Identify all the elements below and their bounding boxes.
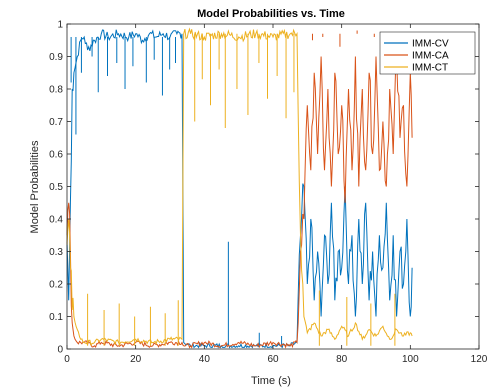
y-axis: 0 0.1 0.2 0.3 0.4 0.5 0.6 0.7 0.8 0.9 1 (49, 20, 479, 356)
legend-label-imm-cv: IMM-CV (412, 39, 449, 50)
y-tick-label: 0.2 (49, 280, 63, 291)
x-axis-label: Time (s) (251, 375, 291, 387)
series-line-imm-ct (66, 27, 413, 347)
series-line-imm-ca (66, 56, 413, 349)
x-tick-label: 40 (199, 354, 211, 365)
chart-title: Model Probabilities vs. Time (197, 8, 345, 20)
series-line-imm-cv (66, 29, 413, 349)
y-tick-label: 0.4 (49, 215, 63, 226)
y-tick-label: 0.7 (49, 117, 63, 128)
y-tick-label: 1 (57, 20, 63, 31)
y-tick-label: 0.3 (49, 247, 63, 258)
y-tick-label: 0.5 (49, 182, 63, 193)
x-tick-label: 80 (336, 354, 348, 365)
y-axis-label: Model Probabilities (29, 140, 41, 233)
legend-label-imm-ct: IMM-CT (412, 63, 448, 74)
x-tick-label: 120 (471, 354, 488, 365)
y-tick-label: 0 (57, 345, 63, 356)
x-tick-label: 100 (402, 354, 419, 365)
y-tick-label: 0.1 (49, 312, 63, 323)
plot-area (66, 27, 413, 349)
x-tick-label: 0 (64, 354, 70, 365)
x-tick-label: 20 (130, 354, 142, 365)
y-tick-label: 0.9 (49, 52, 63, 63)
y-tick-label: 0.8 (49, 85, 63, 96)
y-tick-label: 0.6 (49, 150, 63, 161)
x-tick-label: 60 (267, 354, 279, 365)
legend-label-imm-ca: IMM-CA (412, 51, 449, 62)
x-axis: 0 20 40 60 80 100 120 (64, 24, 488, 365)
